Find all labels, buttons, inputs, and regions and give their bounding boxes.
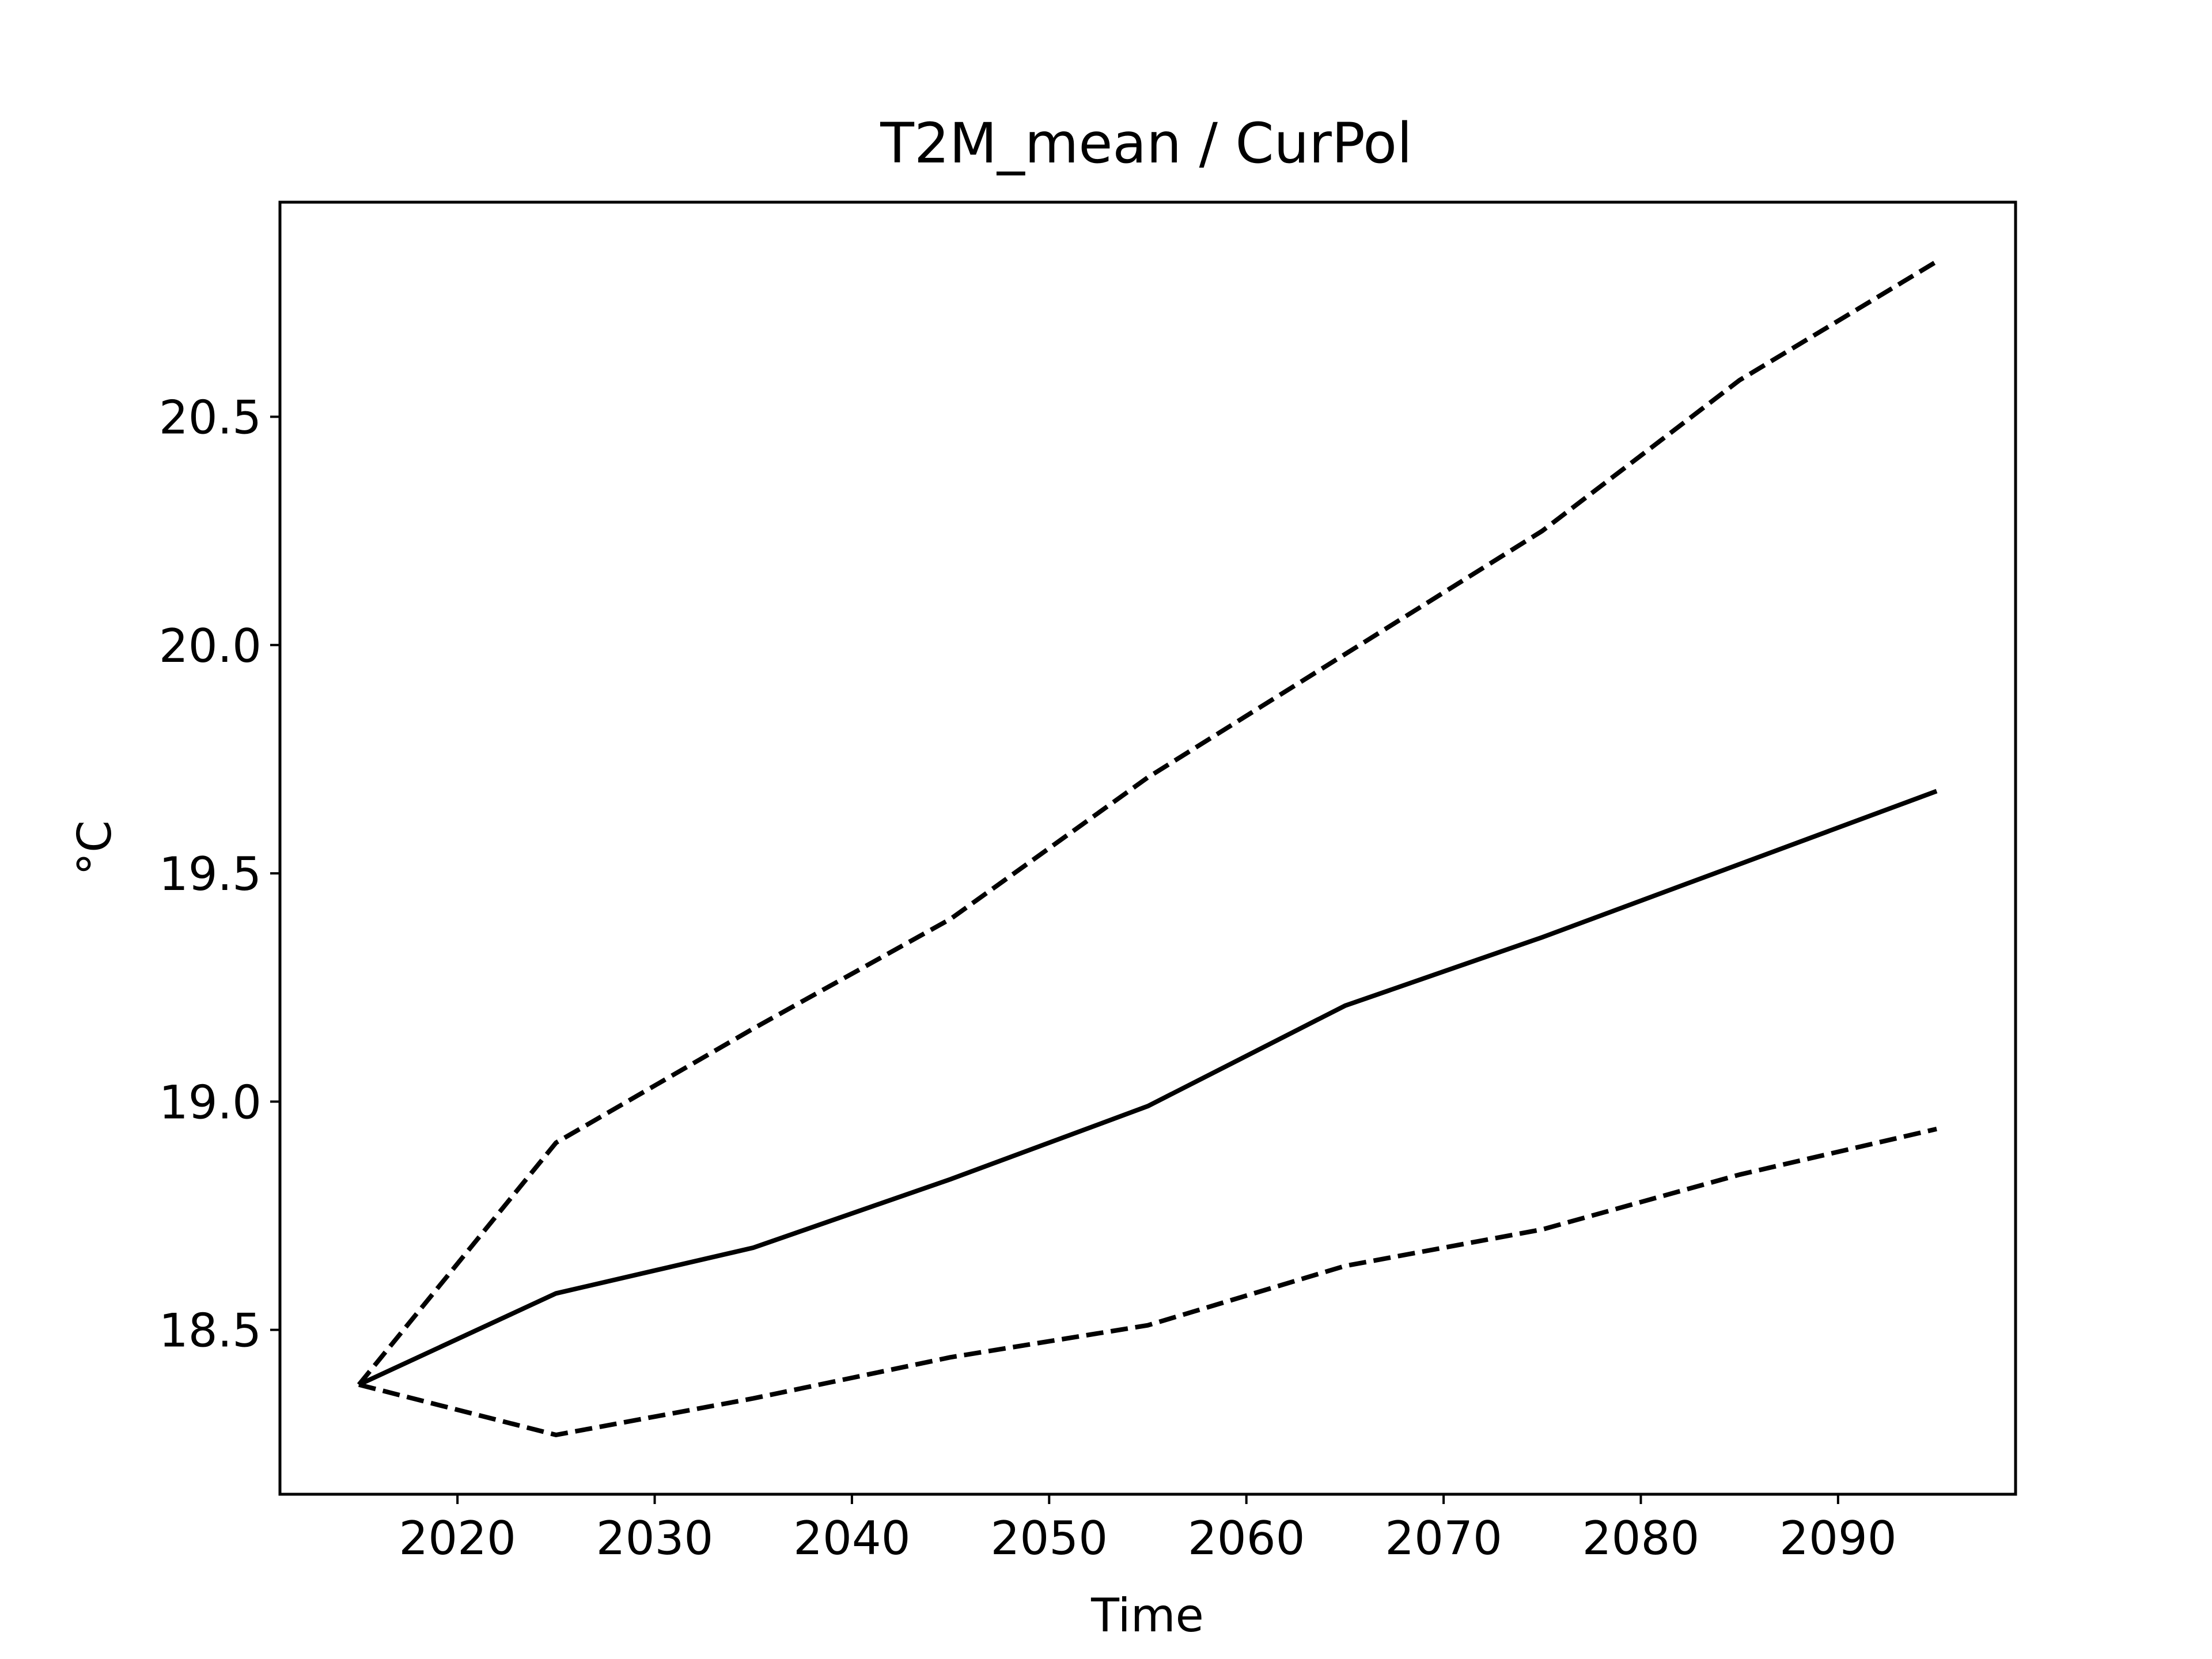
x-tick-label: 2090 bbox=[1779, 1512, 1897, 1565]
y-axis-label: °C bbox=[68, 820, 122, 876]
x-tick-label: 2080 bbox=[1582, 1512, 1700, 1565]
series-line-2-dashed bbox=[357, 259, 1938, 1387]
x-tick-label: 2070 bbox=[1385, 1512, 1502, 1565]
x-axis-label: Time bbox=[1090, 1589, 1204, 1642]
series-layer bbox=[357, 259, 1938, 1437]
x-tick-label: 2030 bbox=[596, 1512, 714, 1565]
y-tick-label: 20.5 bbox=[159, 391, 262, 445]
x-tick-label: 2050 bbox=[991, 1512, 1108, 1565]
plot-frame bbox=[278, 200, 2017, 1496]
x-tick-label: 2040 bbox=[793, 1512, 911, 1565]
y-axis: 18.5 19.0 19.5 20.0 20.5 bbox=[159, 391, 280, 1358]
y-tick-label: 19.0 bbox=[159, 1075, 262, 1129]
series-line-1-solid bbox=[358, 789, 1938, 1387]
x-tick-label: 2020 bbox=[399, 1512, 516, 1565]
y-tick-label: 18.5 bbox=[159, 1304, 262, 1358]
x-tick-label: 2060 bbox=[1188, 1512, 1305, 1565]
series-line-3-dashed bbox=[358, 1127, 1937, 1437]
y-tick-label: 19.5 bbox=[159, 847, 262, 901]
y-tick-label: 20.0 bbox=[159, 619, 262, 673]
x-axis: 2020 2030 2040 2050 2060 2070 2080 2090 bbox=[399, 1494, 1897, 1565]
chart-title: T2M_mean / CurPol bbox=[880, 111, 1412, 176]
